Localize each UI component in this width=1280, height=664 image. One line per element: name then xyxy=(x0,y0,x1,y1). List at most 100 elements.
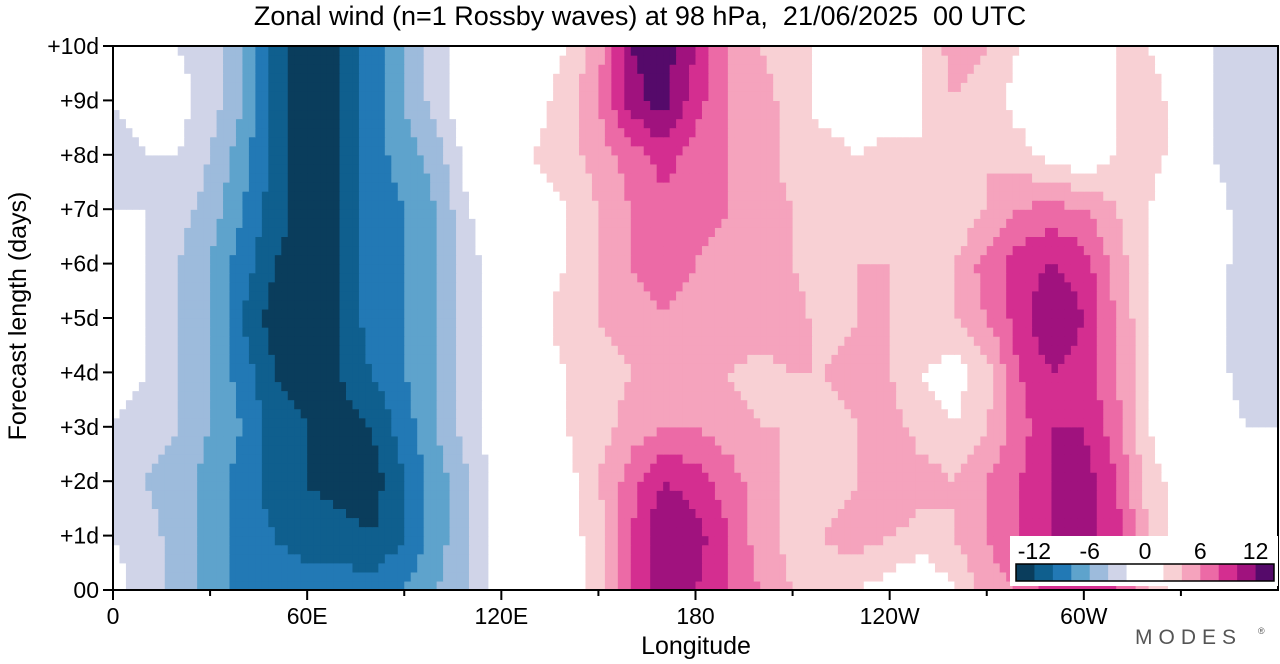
heatmap-cell xyxy=(346,544,354,555)
heatmap-cell xyxy=(417,363,425,373)
heatmap-cell xyxy=(365,336,373,346)
heatmap-cell xyxy=(294,472,302,482)
heatmap-cell xyxy=(436,517,444,528)
heatmap-cell xyxy=(1271,354,1279,364)
heatmap-cell xyxy=(1077,454,1085,464)
heatmap-cell xyxy=(255,426,263,437)
heatmap-cell xyxy=(456,481,464,491)
heatmap-cell xyxy=(1077,435,1085,446)
heatmap-cell xyxy=(1219,399,1227,410)
heatmap-cell xyxy=(1135,345,1143,355)
heatmap-cell xyxy=(611,354,619,364)
heatmap-cell xyxy=(585,435,593,446)
heatmap-cell xyxy=(287,408,295,419)
heatmap-cell xyxy=(1025,499,1033,509)
heatmap-cell xyxy=(1103,381,1111,392)
heatmap-cell xyxy=(164,472,172,482)
heatmap-cell xyxy=(579,463,587,473)
heatmap-cell xyxy=(870,372,878,383)
heatmap-cell xyxy=(339,354,347,364)
heatmap-cell xyxy=(773,463,781,473)
heatmap-cell xyxy=(870,354,878,364)
heatmap-cell xyxy=(611,363,619,373)
heatmap-cell xyxy=(870,580,878,591)
heatmap-cell xyxy=(540,535,548,546)
heatmap-cell xyxy=(1200,481,1208,491)
heatmap-cell xyxy=(1271,435,1279,446)
heatmap-cell xyxy=(1096,417,1104,428)
heatmap-cell xyxy=(248,490,256,500)
heatmap-cell xyxy=(443,580,451,591)
heatmap-cell xyxy=(339,390,347,401)
heatmap-cell xyxy=(889,363,897,373)
heatmap-cell xyxy=(643,535,651,546)
heatmap-cell xyxy=(812,444,820,455)
heatmap-cell xyxy=(494,535,502,546)
heatmap-cell xyxy=(268,435,276,446)
heatmap-cell xyxy=(443,399,451,410)
heatmap-cell xyxy=(1038,463,1046,473)
heatmap-cell xyxy=(669,553,677,564)
heatmap-cell xyxy=(333,444,341,455)
heatmap-cell xyxy=(734,463,742,473)
heatmap-cell xyxy=(313,499,321,509)
heatmap-cell xyxy=(792,381,800,392)
heatmap-cell xyxy=(1012,481,1020,491)
heatmap-cell xyxy=(378,463,386,473)
heatmap-cell xyxy=(676,444,684,455)
heatmap-cell xyxy=(1103,417,1111,428)
heatmap-cell xyxy=(883,571,891,582)
heatmap-cell xyxy=(695,535,703,546)
heatmap-cell xyxy=(792,508,800,519)
heatmap-cell xyxy=(430,390,438,401)
heatmap-cell xyxy=(417,571,425,582)
heatmap-cell xyxy=(1103,463,1111,473)
heatmap-cell xyxy=(928,463,936,473)
heatmap-cell xyxy=(313,562,321,573)
heatmap-cell xyxy=(371,426,379,437)
heatmap-cell xyxy=(274,571,282,582)
heatmap-cell xyxy=(410,562,418,573)
heatmap-cell xyxy=(488,417,496,428)
heatmap-cell xyxy=(740,499,748,509)
heatmap-cell xyxy=(339,481,347,491)
heatmap-cell xyxy=(624,517,632,528)
heatmap-cell xyxy=(837,580,845,591)
heatmap-cell xyxy=(1070,435,1078,446)
heatmap-cell xyxy=(676,571,684,582)
heatmap-cell xyxy=(799,463,807,473)
heatmap-cell xyxy=(184,580,192,591)
heatmap-cell xyxy=(430,571,438,582)
heatmap-cell xyxy=(934,435,943,446)
heatmap-cell xyxy=(1142,508,1150,519)
heatmap-cell xyxy=(113,426,121,437)
heatmap-cell xyxy=(514,562,522,573)
heatmap-cell xyxy=(559,463,567,473)
heatmap-cell xyxy=(320,454,328,464)
heatmap-cell xyxy=(553,571,561,582)
heatmap-cell xyxy=(449,463,457,473)
heatmap-cell xyxy=(572,517,580,528)
heatmap-cell xyxy=(248,399,256,410)
heatmap-cell xyxy=(682,372,690,383)
heatmap-cell xyxy=(799,444,807,455)
heatmap-cell xyxy=(993,417,1001,428)
heatmap-cell xyxy=(352,490,360,500)
heatmap-cell xyxy=(663,580,671,591)
heatmap-cell xyxy=(1219,417,1227,428)
heatmap-cell xyxy=(934,571,943,582)
heatmap-cell xyxy=(1271,426,1279,437)
heatmap-cell xyxy=(320,435,328,446)
heatmap-cell xyxy=(1051,345,1059,355)
heatmap-cell xyxy=(844,381,852,392)
heatmap-cell xyxy=(863,372,871,383)
heatmap-cell xyxy=(1077,444,1085,455)
heatmap-cell xyxy=(151,472,159,482)
heatmap-cell xyxy=(313,363,321,373)
heatmap-cell xyxy=(132,472,140,482)
heatmap-cell xyxy=(287,490,295,500)
heatmap-cell xyxy=(1239,435,1247,446)
heatmap-cell xyxy=(1213,481,1221,491)
heatmap-cell xyxy=(468,517,477,528)
heatmap-cell xyxy=(689,580,697,591)
